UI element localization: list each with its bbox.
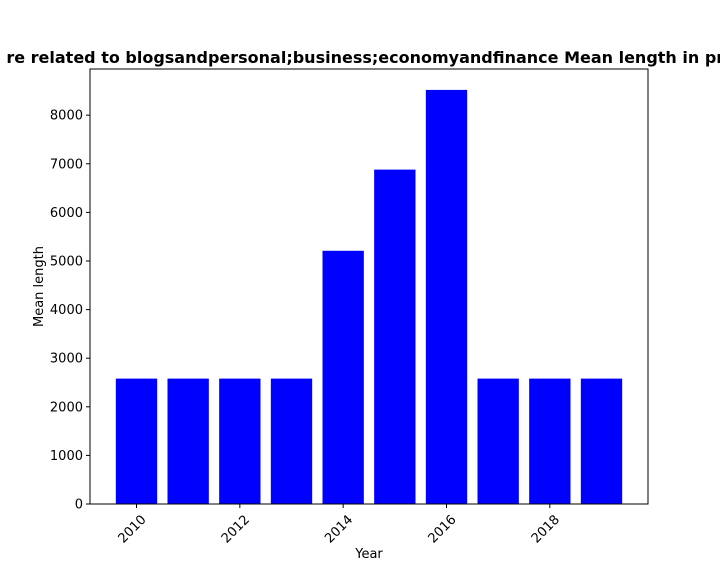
bar-2014 bbox=[322, 250, 364, 504]
bar-2016 bbox=[425, 89, 468, 504]
y-axis: 0 1000 2000 3000 4000 5000 6000 7000 8000 bbox=[50, 109, 90, 513]
x-axis-label: Year bbox=[354, 547, 383, 562]
bar-2017 bbox=[477, 378, 519, 504]
bar-2015 bbox=[374, 169, 416, 504]
y-tick-label: 7000 bbox=[50, 157, 83, 172]
y-tick-label: 4000 bbox=[50, 303, 83, 318]
bars-group bbox=[115, 89, 623, 504]
y-tick-label: 8000 bbox=[50, 109, 83, 124]
x-tick-label: 2012 bbox=[219, 512, 253, 546]
y-tick-label: 1000 bbox=[50, 449, 83, 464]
y-tick-label: 0 bbox=[75, 498, 83, 513]
x-axis: 2010 2012 2014 2016 2018 bbox=[116, 504, 563, 546]
bar-2010 bbox=[115, 378, 158, 504]
y-tick-label: 5000 bbox=[50, 254, 83, 269]
y-tick-label: 3000 bbox=[50, 352, 83, 367]
bar-2011 bbox=[167, 378, 209, 504]
x-tick-label: 2016 bbox=[426, 512, 460, 546]
plot-area-frame bbox=[89, 68, 649, 505]
y-tick-label: 6000 bbox=[50, 206, 83, 221]
bar-2019 bbox=[580, 378, 623, 504]
bar-2018 bbox=[529, 378, 571, 504]
y-tick-label: 2000 bbox=[50, 400, 83, 415]
y-axis-label: Mean length bbox=[32, 246, 47, 327]
x-tick-label: 2018 bbox=[529, 512, 563, 546]
x-tick-label: 2010 bbox=[116, 512, 150, 546]
bar-2012 bbox=[219, 378, 261, 504]
bar-2013 bbox=[270, 378, 313, 504]
x-tick-label: 2014 bbox=[322, 512, 356, 546]
chart-title: re related to blogsandpersonal;business;… bbox=[6, 48, 720, 67]
